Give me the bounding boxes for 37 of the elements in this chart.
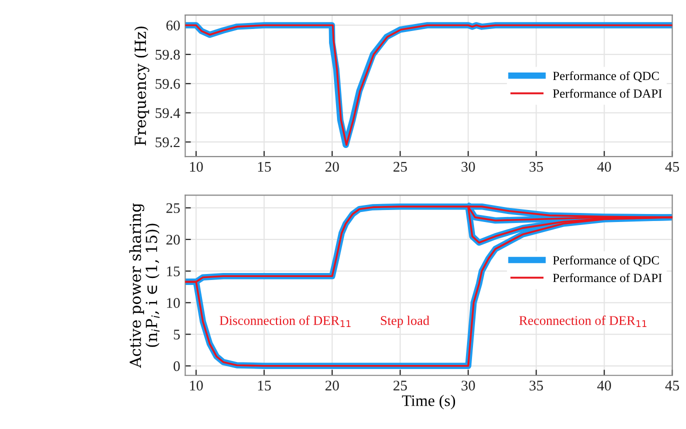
x-tick-label: 45: [665, 162, 679, 172]
x-tick-label: 10: [190, 380, 203, 390]
x-tick-label: 15: [258, 162, 271, 172]
y-tick-label: 25: [166, 203, 180, 214]
x-tick-label: 45: [665, 380, 679, 390]
x-tick-label: 20: [326, 162, 339, 172]
legend-label: Performance of QDC: [552, 256, 659, 266]
y-axis-title: Active power sharing (n$_{i}$P$_{i}$, i ∈ (1, 15)): [129, 203, 160, 368]
y-tick-label: 10: [167, 298, 180, 308]
y-axis-title: Frequency (Hz): [134, 26, 150, 146]
annotation: Step load: [380, 316, 430, 328]
x-tick-label: 40: [597, 380, 611, 390]
x-tick-label: 30: [462, 380, 475, 390]
y-tick-label: 0: [174, 361, 180, 372]
y-tick-label: 59.8: [156, 50, 180, 60]
x-tick-label: 25: [394, 380, 407, 390]
y-tick-label: 59.6: [156, 79, 180, 89]
y-tick-label: 5: [174, 330, 180, 340]
legend-label: Performance of DAPI: [552, 273, 662, 282]
x-tick-label: 15: [258, 380, 271, 390]
y-tick-label: 60: [166, 20, 180, 30]
x-tick-label: 10: [190, 162, 203, 172]
legend-label: Performance of QDC: [552, 71, 659, 82]
y-tick-label: 59.2: [156, 137, 180, 148]
x-tick-label: 40: [597, 162, 611, 172]
x-axis-title: Time (s): [402, 394, 456, 410]
x-tick-label: 30: [462, 162, 475, 172]
y-tick-label: 20: [166, 234, 180, 245]
x-tick-label: 20: [326, 380, 339, 390]
x-tick-label: 25: [394, 162, 407, 172]
annotation: Disconnection of DER$_{11}$: [220, 316, 351, 328]
y-tick-label: 59.4: [156, 108, 180, 118]
x-tick-label: 35: [530, 162, 543, 172]
x-tick-label: 35: [530, 380, 543, 390]
legend-label: Performance of DAPI: [552, 88, 662, 98]
y-tick-label: 15: [167, 266, 180, 276]
annotation: Reconnection of DER$_{11}$: [519, 316, 646, 328]
